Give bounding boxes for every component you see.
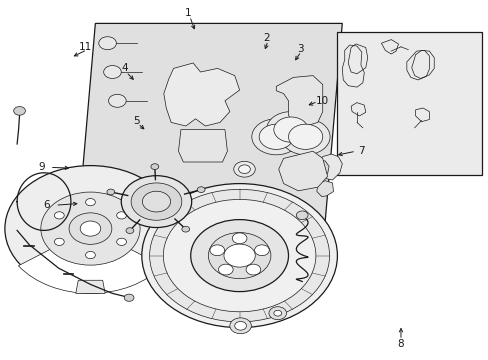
Circle shape — [69, 213, 112, 244]
Circle shape — [126, 228, 134, 234]
Circle shape — [233, 161, 255, 177]
Circle shape — [41, 192, 140, 265]
Wedge shape — [19, 229, 162, 293]
Circle shape — [85, 198, 95, 206]
Circle shape — [209, 245, 224, 256]
Polygon shape — [276, 76, 322, 126]
Polygon shape — [278, 151, 327, 191]
Text: 10: 10 — [316, 96, 328, 106]
Circle shape — [234, 321, 246, 330]
Circle shape — [117, 238, 126, 246]
Circle shape — [80, 221, 101, 236]
Circle shape — [142, 184, 337, 328]
Circle shape — [131, 183, 182, 220]
Polygon shape — [317, 154, 342, 180]
Circle shape — [85, 251, 95, 258]
Text: 9: 9 — [38, 162, 45, 172]
Polygon shape — [78, 23, 342, 221]
Circle shape — [245, 264, 260, 275]
Polygon shape — [178, 130, 227, 162]
Circle shape — [14, 107, 25, 115]
Circle shape — [151, 164, 159, 170]
Polygon shape — [314, 160, 328, 177]
Circle shape — [182, 226, 189, 232]
Text: 5: 5 — [133, 116, 140, 126]
Text: 3: 3 — [297, 44, 304, 54]
Circle shape — [54, 238, 64, 246]
Circle shape — [149, 189, 329, 322]
Circle shape — [142, 191, 170, 212]
Circle shape — [163, 199, 315, 312]
Circle shape — [208, 233, 270, 279]
Circle shape — [296, 211, 307, 220]
Circle shape — [229, 318, 251, 334]
Text: 2: 2 — [263, 33, 269, 43]
Text: 1: 1 — [184, 8, 191, 18]
Circle shape — [99, 37, 116, 50]
Circle shape — [232, 233, 246, 244]
Circle shape — [197, 187, 204, 193]
Polygon shape — [316, 181, 333, 197]
Circle shape — [117, 212, 126, 219]
Circle shape — [121, 176, 191, 228]
Circle shape — [107, 189, 115, 195]
Circle shape — [281, 119, 329, 155]
Circle shape — [218, 264, 233, 275]
Circle shape — [124, 294, 134, 301]
Circle shape — [54, 212, 64, 219]
Circle shape — [224, 244, 255, 267]
Text: 4: 4 — [121, 63, 128, 73]
Circle shape — [268, 307, 286, 320]
Circle shape — [251, 119, 300, 155]
Circle shape — [254, 245, 269, 256]
Polygon shape — [163, 63, 239, 126]
Circle shape — [273, 310, 281, 316]
Circle shape — [288, 124, 322, 149]
Text: 6: 6 — [43, 200, 50, 210]
Circle shape — [108, 94, 126, 107]
Circle shape — [190, 220, 288, 292]
Circle shape — [238, 165, 250, 174]
Text: 11: 11 — [79, 42, 92, 52]
Circle shape — [273, 117, 307, 142]
Text: 7: 7 — [358, 146, 365, 156]
Bar — [337, 32, 481, 175]
Text: 8: 8 — [397, 339, 404, 349]
Polygon shape — [76, 280, 105, 293]
Circle shape — [259, 124, 293, 149]
Circle shape — [103, 66, 121, 78]
Circle shape — [5, 166, 176, 292]
Circle shape — [266, 112, 315, 148]
